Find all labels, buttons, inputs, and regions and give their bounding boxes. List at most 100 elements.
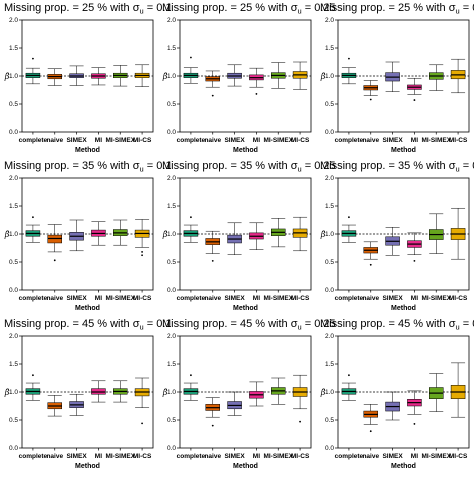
box-complete: [25, 374, 41, 401]
x-tick-label: MI-SIMEX: [105, 295, 135, 302]
outlier-point: [32, 374, 34, 377]
chart-panel: Missing prop. = 35 % with σu = 0.1 0.0 0.5…: [4, 160, 172, 312]
box-naive: [47, 395, 62, 417]
outlier-point: [190, 216, 192, 219]
box-mi-simex: [429, 64, 444, 91]
x-tick-label: SIMEX: [66, 295, 87, 302]
panel-title-main: Missing prop. = 25 % with σ: [320, 2, 456, 14]
box-mi: [407, 232, 422, 262]
panel-title-main: Missing prop. = 45 % with σ: [4, 318, 140, 330]
y-axis-title: β̂: [162, 388, 168, 397]
y-tick-label: 0.0: [9, 129, 18, 136]
outlier-point: [141, 422, 143, 425]
outlier-point: [413, 423, 416, 425]
chart-panel: Missing prop. = 45 % with σu = 0.25 0.0 0.…: [162, 318, 336, 470]
outlier-point: [369, 263, 372, 266]
x-tick-label: complete: [19, 137, 48, 144]
box-complete: [341, 216, 357, 243]
x-tick-label: MI: [95, 295, 102, 302]
box-naive: [47, 224, 62, 262]
box-mi-simex: [429, 213, 444, 254]
box-mi-simex: [429, 373, 444, 412]
y-axis-title: β̂: [4, 72, 10, 81]
panel-title: Missing prop. = 45 % with σu = 0.1: [4, 318, 172, 332]
box-mi-cs: [292, 61, 308, 90]
box-naive: [205, 397, 220, 427]
x-tick-label: MI-SIMEX: [421, 453, 451, 460]
box-mi-cs: [292, 374, 308, 423]
x-axis-title: Method: [233, 305, 258, 312]
y-tick-label: 0.0: [9, 445, 18, 452]
y-tick-label: 1.0: [167, 73, 176, 80]
y-tick-label: 1.5: [325, 45, 334, 52]
box-simex: [227, 222, 242, 255]
box-complete: [183, 56, 199, 84]
panel-title: Missing prop. = 25 % with σu = 0.5: [320, 2, 474, 16]
panel-title-tail: = 0.1: [144, 318, 172, 330]
x-tick-label: MI-CS: [291, 295, 310, 302]
box-mi-simex: [113, 219, 128, 246]
box-complete: [183, 374, 199, 401]
x-tick-label: naive: [204, 453, 221, 460]
x-axis-title: Method: [75, 147, 100, 154]
y-tick-label: 0.0: [325, 129, 334, 136]
x-tick-label: MI-CS: [291, 137, 310, 144]
x-tick-label: MI-CS: [133, 453, 152, 460]
panel-title-subscript: u: [140, 7, 144, 16]
panel-title-tail: = 0.25: [302, 318, 336, 330]
chart-panel: Missing prop. = 25 % with σu = 0.25 0.0 0.…: [162, 2, 336, 154]
y-tick-label: 1.0: [9, 231, 18, 238]
panel-title-tail: = 0.25: [302, 2, 336, 14]
y-tick-label: 2.0: [167, 333, 176, 340]
x-tick-label: MI-SIMEX: [105, 453, 135, 460]
y-tick-label: 0.5: [325, 417, 334, 424]
y-tick-label: 1.0: [325, 231, 334, 238]
y-tick-label: 1.5: [325, 203, 334, 210]
x-tick-label: MI: [253, 453, 260, 460]
x-tick-label: SIMEX: [382, 453, 403, 460]
panel-title: Missing prop. = 35 % with σu = 0.1: [4, 160, 172, 174]
panel-title-main: Missing prop. = 35 % with σ: [162, 160, 298, 172]
y-tick-label: 1.5: [325, 361, 334, 368]
box-simex: [385, 227, 400, 256]
x-tick-label: SIMEX: [224, 137, 245, 144]
x-tick-label: complete: [19, 453, 48, 460]
panel-title-subscript: u: [456, 165, 460, 174]
y-tick-label: 1.0: [167, 231, 176, 238]
x-tick-label: complete: [335, 295, 364, 302]
chart-panel: Missing prop. = 45 % with σu = 0.5 0.0 0.5…: [320, 318, 474, 470]
panel-title-subscript: u: [298, 323, 302, 332]
box-naive: [205, 230, 220, 262]
y-tick-label: 0.5: [167, 417, 176, 424]
panel-title-main: Missing prop. = 25 % with σ: [4, 2, 140, 14]
y-tick-label: 0.5: [9, 417, 18, 424]
box-mi-simex: [113, 65, 128, 87]
panel-title: Missing prop. = 45 % with σu = 0.25: [162, 318, 336, 332]
box-naive: [363, 80, 378, 101]
panel-title-tail: = 0.5: [460, 160, 474, 172]
y-axis-title: β̂: [4, 388, 10, 397]
y-tick-label: 2.0: [167, 175, 176, 182]
x-axis-title: Method: [391, 463, 416, 470]
x-tick-label: naive: [362, 137, 379, 144]
x-tick-label: complete: [177, 295, 206, 302]
panel-title-main: Missing prop. = 35 % with σ: [4, 160, 140, 172]
plot-frame: [179, 335, 312, 449]
panel-title-subscript: u: [456, 323, 460, 332]
box-mi: [249, 222, 264, 250]
x-tick-label: MI-SIMEX: [263, 137, 293, 144]
x-tick-label: MI: [253, 295, 260, 302]
x-tick-label: complete: [19, 295, 48, 302]
outlier-point: [190, 374, 192, 377]
panel-title-tail: = 0.5: [460, 2, 474, 14]
panel-title-main: Missing prop. = 25 % with σ: [162, 2, 298, 14]
y-tick-label: 1.0: [9, 73, 18, 80]
y-tick-label: 0.5: [9, 101, 18, 108]
x-tick-label: MI-SIMEX: [263, 295, 293, 302]
x-tick-label: MI-CS: [291, 453, 310, 460]
chart-panel: Missing prop. = 35 % with σu = 0.5 0.0 0.5…: [320, 160, 474, 312]
box-complete: [341, 57, 357, 85]
y-tick-label: 2.0: [167, 17, 176, 24]
box-mi: [407, 390, 422, 425]
